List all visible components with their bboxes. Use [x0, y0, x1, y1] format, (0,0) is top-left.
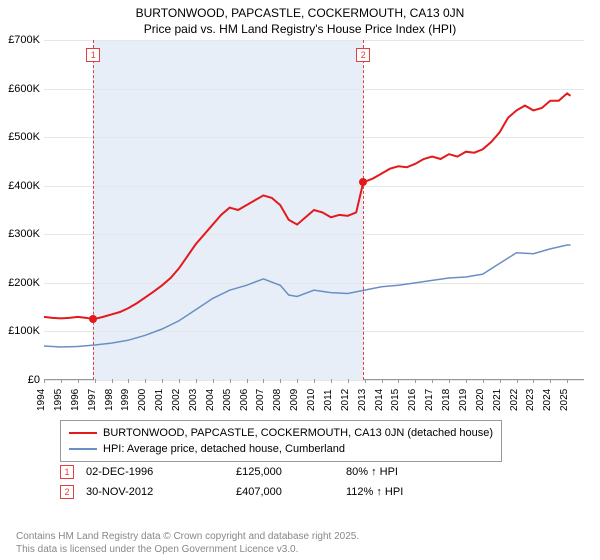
legend-row: HPI: Average price, detached house, Cumb… — [69, 441, 493, 457]
sales-row: 1 02-DEC-1996£125,00080% ↑ HPI — [60, 462, 456, 482]
marker-dot — [359, 178, 367, 186]
series-line — [44, 245, 571, 347]
x-tick-label: 1998 — [104, 389, 115, 411]
x-tick-label: 2010 — [306, 389, 317, 411]
x-tick-label: 2019 — [458, 389, 469, 411]
x-tick-label: 2001 — [154, 389, 165, 411]
x-tick-label: 2009 — [289, 389, 300, 411]
x-tick-label: 2017 — [424, 389, 435, 411]
sales-date: 02-DEC-1996 — [86, 466, 236, 478]
sales-delta: 112% ↑ HPI — [346, 486, 456, 498]
x-tick-label: 2011 — [323, 389, 334, 411]
plot-area: £0£100K£200K£300K£400K£500K£600K£700K199… — [44, 40, 584, 380]
x-tick-label: 2008 — [272, 389, 283, 411]
y-tick-label: £300K — [8, 228, 44, 240]
x-tick-label: 2014 — [374, 389, 385, 411]
x-tick-label: 2016 — [407, 389, 418, 411]
x-tick-label: 2022 — [509, 389, 520, 411]
y-tick-label: £400K — [8, 180, 44, 192]
x-tick-label: 2002 — [171, 389, 182, 411]
sales-marker-box: 2 — [60, 485, 74, 499]
x-tick-label: 2004 — [205, 389, 216, 411]
legend: BURTONWOOD, PAPCASTLE, COCKERMOUTH, CA13… — [60, 420, 502, 462]
sales-marker-box: 1 — [60, 465, 74, 479]
attribution: Contains HM Land Registry data © Crown c… — [16, 530, 359, 556]
y-tick-label: £700K — [8, 34, 44, 46]
x-tick-label: 2007 — [255, 389, 266, 411]
x-tick-label: 2006 — [239, 389, 250, 411]
legend-swatch — [69, 448, 97, 450]
x-tick-label: 2020 — [475, 389, 486, 411]
attribution-line: Contains HM Land Registry data © Crown c… — [16, 530, 359, 543]
legend-label: HPI: Average price, detached house, Cumb… — [103, 443, 345, 455]
x-tick-label: 2025 — [559, 389, 570, 411]
chart-title: BURTONWOOD, PAPCASTLE, COCKERMOUTH, CA13… — [0, 0, 600, 20]
legend-swatch — [69, 432, 97, 434]
x-tick-label: 2015 — [390, 389, 401, 411]
y-tick-label: £0 — [28, 374, 44, 386]
x-tick-label: 2018 — [441, 389, 452, 411]
legend-label: BURTONWOOD, PAPCASTLE, COCKERMOUTH, CA13… — [103, 427, 493, 439]
legend-row: BURTONWOOD, PAPCASTLE, COCKERMOUTH, CA13… — [69, 425, 493, 441]
x-tick-label: 2021 — [492, 389, 503, 411]
x-tick-label: 2013 — [357, 389, 368, 411]
x-tick-label: 1996 — [70, 389, 81, 411]
x-tick-label: 1994 — [36, 389, 47, 411]
x-tick-label: 2003 — [188, 389, 199, 411]
x-tick-label: 2024 — [542, 389, 553, 411]
sales-date: 30-NOV-2012 — [86, 486, 236, 498]
attribution-line: This data is licensed under the Open Gov… — [16, 543, 359, 556]
x-tick-label: 2005 — [222, 389, 233, 411]
x-tick-label: 1997 — [87, 389, 98, 411]
sales-delta: 80% ↑ HPI — [346, 466, 456, 478]
x-tick-label: 2000 — [137, 389, 148, 411]
marker-dot — [89, 315, 97, 323]
y-tick-label: £600K — [8, 83, 44, 95]
sales-price: £407,000 — [236, 486, 346, 498]
sales-table: 1 02-DEC-1996£125,00080% ↑ HPI 2 30-NOV-201… — [60, 462, 456, 502]
y-tick-label: £100K — [8, 325, 44, 337]
sales-price: £125,000 — [236, 466, 346, 478]
x-tick-label: 1999 — [120, 389, 131, 411]
y-tick-label: £200K — [8, 277, 44, 289]
x-tick-label: 2012 — [340, 389, 351, 411]
x-tick-label: 2023 — [525, 389, 536, 411]
series-svg — [44, 40, 584, 380]
y-tick-label: £500K — [8, 131, 44, 143]
series-line — [44, 93, 571, 319]
sales-row: 2 30-NOV-2012£407,000112% ↑ HPI — [60, 482, 456, 502]
x-tick-label: 1995 — [53, 389, 64, 411]
chart-subtitle: Price paid vs. HM Land Registry's House … — [0, 20, 600, 36]
